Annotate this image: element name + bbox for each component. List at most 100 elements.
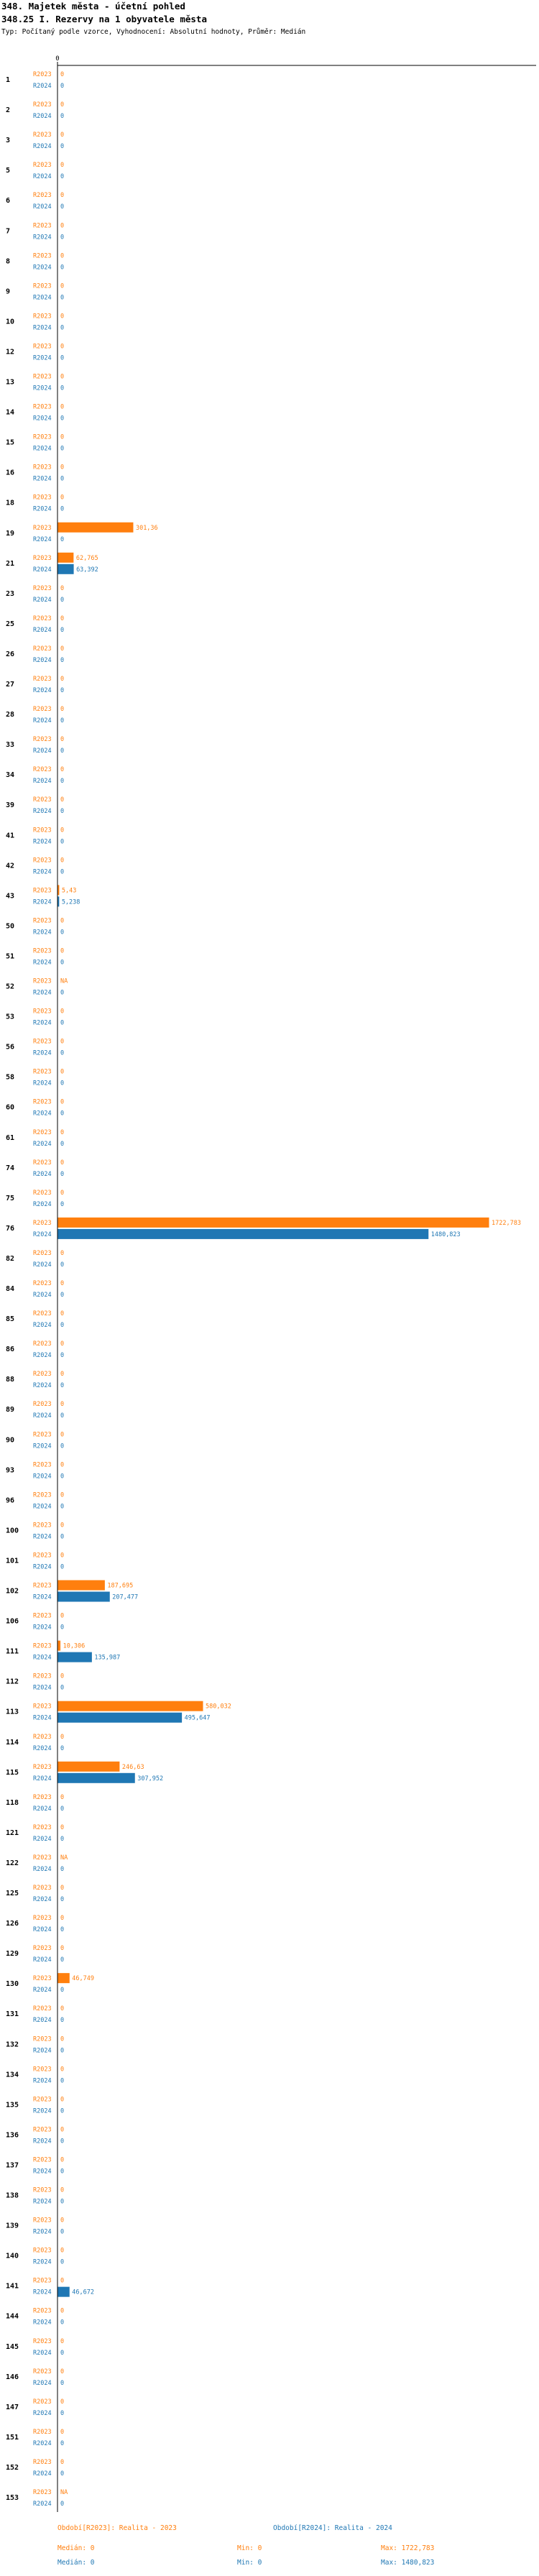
data-label: 0 — [60, 2470, 64, 2478]
series-label: R2023 — [33, 464, 52, 472]
series-label: R2023 — [33, 1401, 52, 1408]
data-label: 0 — [60, 736, 64, 743]
data-label: 0 — [60, 1552, 64, 1559]
series-label: R2023 — [33, 2308, 52, 2315]
series-label: R2023 — [33, 555, 52, 562]
data-label: 0 — [60, 615, 64, 622]
data-label: 0 — [60, 1794, 64, 1801]
series-label: R2023 — [33, 978, 52, 985]
category-label: 129 — [6, 1950, 19, 1958]
category-label: 8 — [6, 257, 10, 265]
series-label: R2023 — [33, 1915, 52, 1922]
data-label: 0 — [60, 1080, 64, 1087]
data-label: 0 — [60, 1171, 64, 1178]
category-label: 88 — [6, 1376, 14, 1384]
series-label: R2023 — [33, 2036, 52, 2043]
data-label: 0 — [60, 2350, 64, 2357]
data-label: 0 — [60, 1734, 64, 1741]
data-label: 0 — [60, 2229, 64, 2236]
data-label: 0 — [60, 2217, 64, 2225]
category-label: 28 — [6, 711, 14, 719]
data-label: 0 — [60, 2259, 64, 2266]
series-label: R2023 — [33, 615, 52, 622]
data-label: 0 — [60, 1099, 64, 1106]
series-label: R2023 — [33, 525, 52, 532]
data-label: 207,477 — [112, 1594, 138, 1601]
series-label: R2023 — [33, 2096, 52, 2103]
category-label: 74 — [6, 1164, 14, 1172]
series-label: R2023 — [33, 1039, 52, 1046]
bar-chart: 0 1 R2023 0 R2024 0 2 R2023 0 R2024 0 3 R2023 0 R2024 0… — [6, 55, 536, 2512]
series-label: R2024 — [33, 324, 52, 331]
data-label: 0 — [60, 343, 64, 350]
category-label: 26 — [6, 650, 14, 658]
data-label: 0 — [60, 2319, 64, 2327]
series-label: R2023 — [33, 1190, 52, 1197]
data-label: 0 — [60, 2156, 64, 2163]
category-label: 113 — [6, 1708, 19, 1716]
category-label: 56 — [6, 1044, 14, 1052]
bar — [57, 1761, 120, 1772]
data-label: 0 — [60, 252, 64, 259]
min-2023: Min: 0 — [237, 2544, 262, 2552]
data-label: 0 — [60, 645, 64, 653]
category-label: 2 — [6, 106, 10, 114]
series-label: R2023 — [33, 2429, 52, 2436]
data-label: 0 — [60, 1945, 64, 1952]
series-label: R2023 — [33, 404, 52, 411]
series-label: R2023 — [33, 1280, 52, 1287]
series-label: R2024 — [33, 687, 52, 694]
series-label: R2023 — [33, 1129, 52, 1136]
category-label: 50 — [6, 922, 14, 930]
category-label: 42 — [6, 862, 14, 870]
series-label: R2023 — [33, 2156, 52, 2163]
category-label: 134 — [6, 2071, 19, 2079]
bar — [57, 1652, 92, 1662]
category-label: 6 — [6, 197, 10, 205]
data-label: 0 — [60, 1503, 64, 1510]
data-label: 0 — [60, 1431, 64, 1438]
series-label: R2024 — [33, 506, 52, 513]
data-label: 0 — [60, 1008, 64, 1016]
data-label: 0 — [60, 1322, 64, 1329]
data-label: 0 — [60, 717, 64, 724]
data-label: 0 — [60, 1129, 64, 1136]
data-label: 0 — [60, 385, 64, 392]
category-label: 111 — [6, 1648, 19, 1656]
data-label: 0 — [60, 2199, 64, 2206]
series-label: R2024 — [33, 1141, 52, 1148]
category-label: 1 — [6, 76, 10, 84]
series-label: R2023 — [33, 1371, 52, 1378]
category-label: 34 — [6, 771, 14, 779]
data-label: 0 — [60, 324, 64, 331]
data-label: 0 — [60, 2036, 64, 2043]
category-label: 21 — [6, 560, 14, 568]
data-label: 0 — [60, 585, 64, 592]
series-label: R2023 — [33, 2066, 52, 2073]
legend-2024: Období[R2024]: Realita - 2024 — [273, 2524, 392, 2532]
series-label: R2023 — [33, 494, 52, 502]
data-label: 0 — [60, 1020, 64, 1027]
series-label: R2024 — [33, 838, 52, 845]
data-label: 0 — [60, 374, 64, 381]
chart-subtitle: Typ: Počítaný podle vzorce, Vyhodnocení:… — [1, 28, 306, 36]
series-label: R2024 — [33, 1533, 52, 1540]
category-label: 146 — [6, 2373, 19, 2381]
category-label: 135 — [6, 2101, 19, 2109]
data-label: 0 — [60, 1310, 64, 1317]
data-label: 0 — [60, 1885, 64, 1892]
data-label: 0 — [60, 1292, 64, 1299]
category-label: 132 — [6, 2041, 19, 2048]
data-label: 0 — [60, 2107, 64, 2115]
data-label: 5,238 — [62, 898, 80, 906]
data-label: 0 — [60, 2501, 64, 2508]
series-label: R2024 — [33, 2470, 52, 2478]
series-label: R2024 — [33, 1352, 52, 1359]
category-label: 130 — [6, 1980, 19, 1988]
data-label: 0 — [60, 1250, 64, 1257]
series-label: R2023 — [33, 374, 52, 381]
series-label: R2024 — [33, 354, 52, 362]
category-label: 121 — [6, 1829, 19, 1837]
series-label: R2024 — [33, 2410, 52, 2417]
series-label: R2023 — [33, 1613, 52, 1620]
